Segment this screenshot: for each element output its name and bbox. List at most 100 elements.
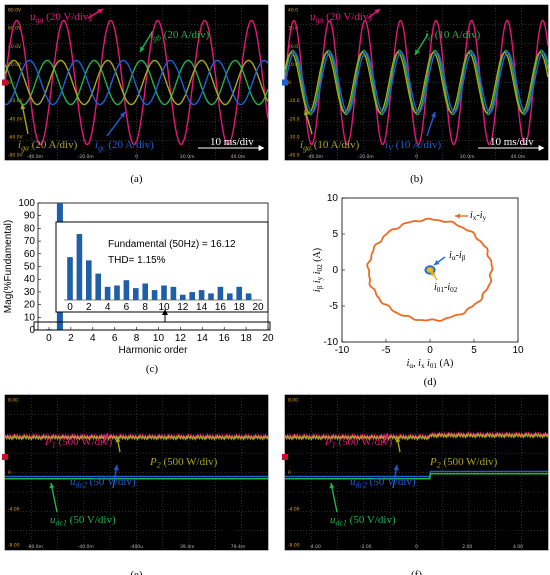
ytick-label: 90: [24, 211, 36, 222]
ytick-label: 70: [24, 236, 36, 247]
label-ia-ib-part: i: [449, 250, 452, 261]
label-uga-b: uga (20 V/div): [310, 11, 372, 25]
label-igc-rest: (20 A/div): [106, 139, 155, 151]
timebase-label: 20 ms/div: [210, 526, 254, 538]
ground-marker: [282, 79, 288, 86]
label-udc1-f-rest: (50 V/div): [347, 514, 396, 526]
label-udc2-e: udc2 (50 V/div): [70, 476, 136, 490]
ytick-label: 10: [24, 312, 36, 323]
xtick-label: -5: [382, 345, 391, 356]
ytick-label: -5: [329, 301, 338, 312]
ytick-label: 0: [332, 265, 338, 276]
panel-d-tag: (d): [424, 376, 437, 388]
scope-border: [284, 394, 549, 551]
label-iga-b: iga (10 A/div): [300, 139, 360, 153]
label-uga-rest: (20 V/div): [43, 11, 92, 23]
scope-ytick: -10.0: [288, 98, 300, 104]
scope-ytick: 20.0: [288, 44, 298, 50]
xtick-label: -10: [335, 345, 350, 356]
trace-p2: [284, 432, 549, 441]
label-uga-sub: ga: [36, 16, 44, 25]
label-udc1-e-sub: dc1: [56, 519, 67, 528]
y-axis-label-part: i: [312, 289, 323, 292]
inset-bar-h15: [208, 293, 214, 300]
arrow-iv-head: [430, 112, 436, 118]
arrow-p2-e-head: [115, 437, 121, 443]
label-p1-e-main: P: [44, 436, 52, 448]
trace-p2: [4, 434, 269, 441]
label-ix-iy-part: x: [473, 214, 477, 222]
label-udc1-e-rest: (50 V/div): [67, 514, 116, 526]
y-axis-label-part: i: [312, 280, 323, 283]
inset-bar-h12: [180, 294, 186, 300]
inset-bar-h9: [151, 290, 158, 300]
label-udc1-f-sub: dc1: [336, 519, 347, 528]
scope-ytick: 8.00: [288, 398, 298, 404]
panel-f-tag: (f): [411, 569, 422, 575]
label-uga-b-main: u: [310, 11, 316, 23]
xtick-label: 2: [68, 333, 74, 344]
y-axis-label-part: (A): [312, 248, 323, 264]
y-axis-label-part: 02: [316, 264, 324, 272]
waveform-iV: [284, 51, 549, 114]
x-axis-label-part: i: [418, 358, 421, 369]
panel-e: 8.004.000-4.00-8.00 -80.0m -40.0m -400u 39.4…: [2, 394, 269, 575]
scope-xtick: -20.0m: [78, 154, 94, 160]
label-iga-rest: (20 A/div): [29, 139, 78, 151]
label-p2-e: P2 (500 W/div): [149, 456, 218, 470]
inset-xtick: 18: [234, 302, 246, 313]
label-ia-ib-part: -: [456, 250, 459, 261]
arrow-p1-f-head: [383, 433, 389, 439]
ground-marker: [282, 454, 288, 460]
label-udc2-f-main: u: [350, 476, 356, 488]
timebase-label: 10 ms/div: [490, 136, 534, 148]
label-iga-sub: ga: [21, 144, 29, 153]
inset-xtick: 10: [158, 302, 170, 313]
label-ix-iy-part: -: [476, 210, 479, 221]
label-igc-sub: gc: [98, 144, 106, 153]
inset-xtick: 16: [215, 302, 227, 313]
ytick-label: 20: [24, 300, 36, 311]
scope-xtick: -40.0m: [78, 544, 94, 550]
ground-marker: [2, 454, 8, 460]
arrow-igb-head: [140, 46, 145, 52]
x-axis-label: Harmonic order: [119, 345, 189, 356]
scope-ytick: -4.00: [8, 506, 20, 512]
scope-xtick: -4.00: [309, 544, 321, 550]
scope-ytick: 0: [8, 470, 11, 476]
label-id-rest: (10 A/div): [432, 29, 481, 41]
scope-xtick: 79.4m: [231, 544, 245, 550]
label-p2-e-main: P: [149, 456, 157, 468]
waveform-igb: [4, 59, 269, 106]
label-p1-f-rest: (500 W/div): [336, 436, 393, 448]
panel-b: 40.0 30.0 20.0 10.0 0 -10.0 -20.0 -30.0 -40.0 -40…: [282, 4, 549, 185]
ytick-label: 0: [29, 325, 35, 336]
inset-xtick: 2: [86, 302, 92, 313]
scope-ytick: 0: [8, 80, 11, 86]
inset-bar-h2: [86, 260, 92, 300]
scope-ytick: 0: [288, 80, 291, 86]
label-iv-main: i: [385, 139, 388, 151]
label-p2-f-main: P: [429, 456, 437, 468]
panel-f: 8.004.000-4.00-8.00 -4.00 -2.00 0 2.00 4.001 …: [282, 394, 549, 575]
label-i01-i02-part: 02: [450, 286, 458, 294]
label-iga: iga (20 A/div): [18, 139, 78, 153]
scope-ytick: 10.0: [288, 62, 298, 68]
scope-xtick: -40.0m: [307, 154, 323, 160]
waveform-uga: [284, 19, 549, 146]
label-udc2-e-rest: (50 V/div): [87, 476, 136, 488]
scope-xtick: -2.00: [360, 544, 372, 550]
x-axis-label-part: (A): [437, 358, 453, 369]
scope-border: [4, 394, 269, 551]
label-i01-i02-part: i: [434, 282, 437, 293]
label-udc2-f: udc2 (50 V/div): [350, 476, 416, 490]
thd-text: THD= 1.15%: [108, 255, 166, 266]
arrow-udc1-e-head: [49, 483, 55, 489]
label-p2-e-sub: 2: [157, 461, 161, 470]
scope-xtick: 40.0m: [511, 154, 525, 160]
scope-ytick: -8.00: [8, 543, 20, 549]
scope-xtick: 0: [135, 154, 138, 160]
xtick-label: 18: [241, 333, 253, 344]
